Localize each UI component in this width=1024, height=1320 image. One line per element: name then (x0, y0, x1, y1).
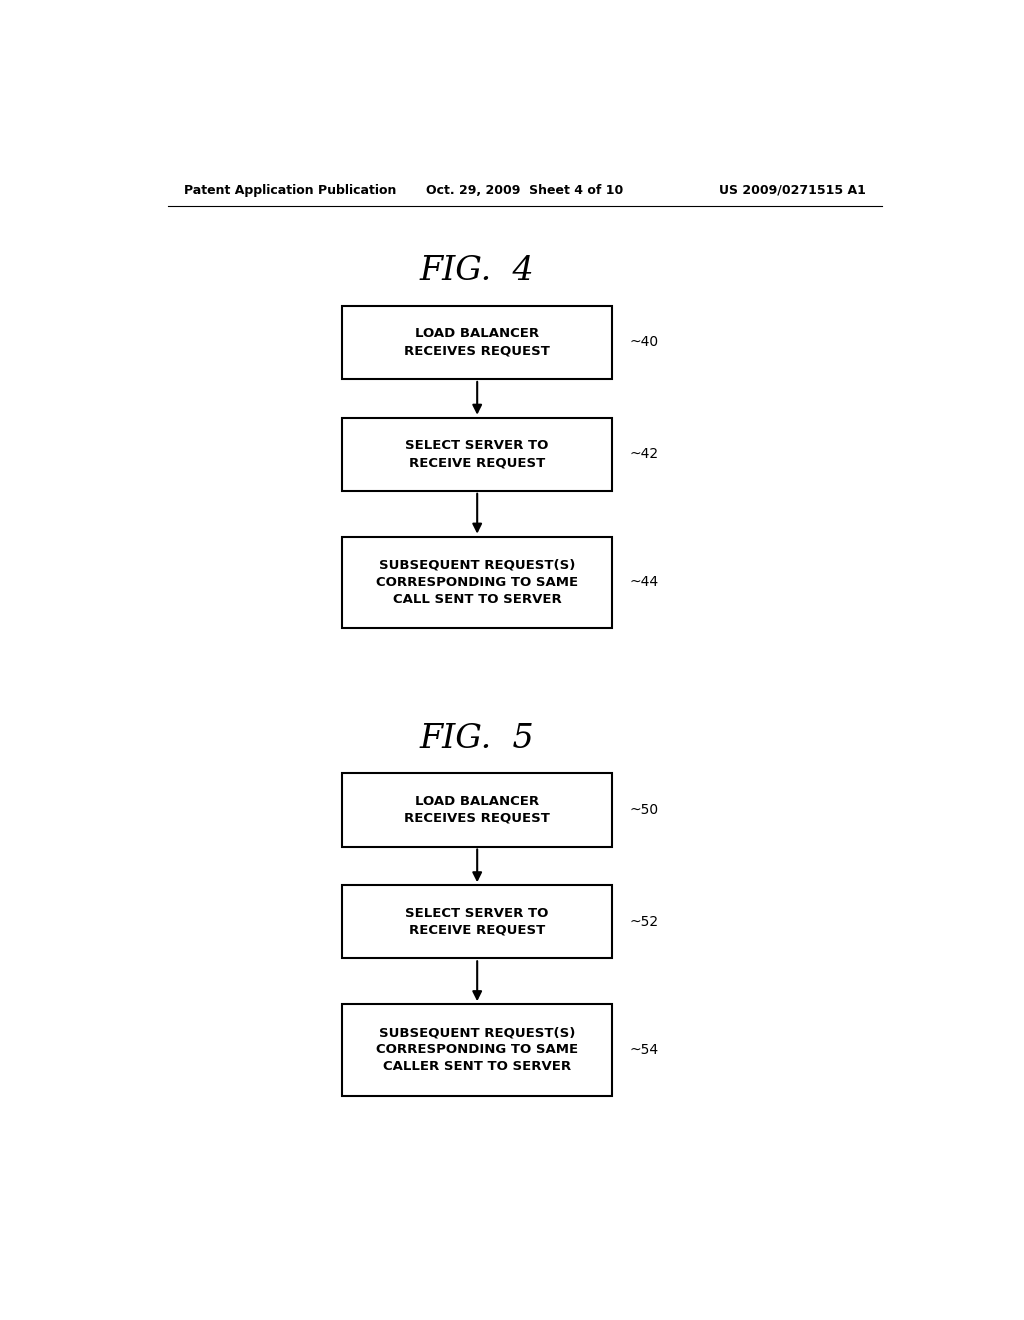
Text: FIG.  4: FIG. 4 (420, 255, 535, 286)
Text: ~40: ~40 (630, 335, 658, 350)
Text: SELECT SERVER TO
RECEIVE REQUEST: SELECT SERVER TO RECEIVE REQUEST (406, 907, 549, 937)
Text: ~42: ~42 (630, 447, 658, 461)
Text: SUBSEQUENT REQUEST(S)
CORRESPONDING TO SAME
CALL SENT TO SERVER: SUBSEQUENT REQUEST(S) CORRESPONDING TO S… (376, 558, 579, 606)
Text: Oct. 29, 2009  Sheet 4 of 10: Oct. 29, 2009 Sheet 4 of 10 (426, 183, 624, 197)
Text: SUBSEQUENT REQUEST(S)
CORRESPONDING TO SAME
CALLER SENT TO SERVER: SUBSEQUENT REQUEST(S) CORRESPONDING TO S… (376, 1026, 579, 1073)
FancyBboxPatch shape (342, 536, 612, 628)
Text: ~50: ~50 (630, 803, 658, 817)
FancyBboxPatch shape (342, 417, 612, 491)
Text: Patent Application Publication: Patent Application Publication (183, 183, 396, 197)
Text: SELECT SERVER TO
RECEIVE REQUEST: SELECT SERVER TO RECEIVE REQUEST (406, 440, 549, 469)
Text: FIG.  5: FIG. 5 (420, 722, 535, 755)
Text: LOAD BALANCER
RECEIVES REQUEST: LOAD BALANCER RECEIVES REQUEST (404, 795, 550, 825)
Text: LOAD BALANCER
RECEIVES REQUEST: LOAD BALANCER RECEIVES REQUEST (404, 327, 550, 358)
Text: ~52: ~52 (630, 915, 658, 929)
FancyBboxPatch shape (342, 886, 612, 958)
Text: ~54: ~54 (630, 1043, 658, 1057)
FancyBboxPatch shape (342, 1005, 612, 1096)
FancyBboxPatch shape (342, 774, 612, 846)
Text: US 2009/0271515 A1: US 2009/0271515 A1 (719, 183, 866, 197)
Text: ~44: ~44 (630, 576, 658, 589)
FancyBboxPatch shape (342, 306, 612, 379)
